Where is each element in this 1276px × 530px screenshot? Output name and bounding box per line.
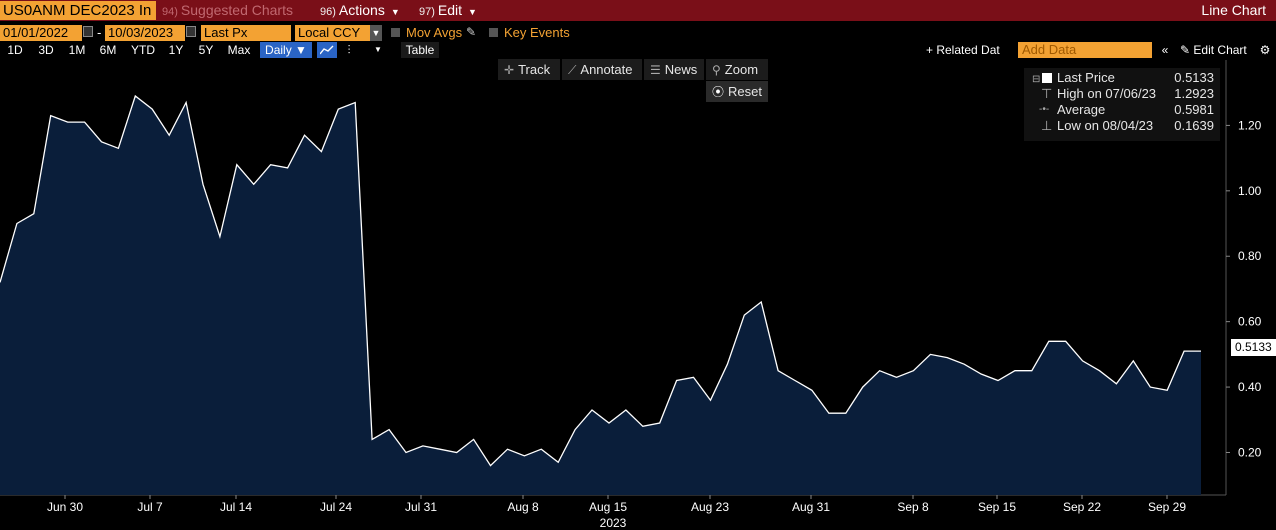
legend-last-price[interactable]: ⊟ Last Price 0.5133 (1024, 70, 1220, 86)
last-value-badge: 0.5133 (1231, 339, 1276, 356)
table-button[interactable]: Table (401, 42, 439, 58)
pencil-icon: ✎ (1180, 43, 1194, 57)
y-tick-label: 0.80 (1238, 249, 1262, 263)
range-max-button[interactable]: Max (227, 43, 251, 57)
ticker-field[interactable]: US0ANM DEC2023 In (0, 1, 156, 20)
edit-chart-button[interactable]: ✎ Edit Chart (1180, 43, 1247, 57)
range-1d-button[interactable]: 1D (7, 43, 23, 57)
x-tick-label: Aug 23 (691, 500, 729, 514)
range-6m-button[interactable]: 6M (99, 43, 117, 57)
related-data-button[interactable]: + Related Dat (926, 43, 1000, 57)
zoom-tool[interactable]: ⚲ Zoom (706, 59, 768, 80)
end-date-field[interactable]: 10/03/2023 (105, 25, 185, 41)
y-tick-label: 1.00 (1238, 184, 1262, 198)
x-tick-label: Sep 29 (1148, 500, 1186, 514)
actions-menu[interactable]: 96) Actions ▼ (320, 2, 400, 18)
price-line (0, 94, 1201, 467)
x-tick-label: Sep 8 (897, 500, 929, 514)
high-marker-icon: ⊤ (1041, 86, 1053, 101)
range-3d-button[interactable]: 3D (38, 43, 54, 57)
track-tool[interactable]: ✛ Track (498, 59, 560, 80)
top-bar (0, 0, 1276, 21)
dropdown-arrow-icon[interactable]: ▼ (370, 25, 382, 41)
range-5y-button[interactable]: 5Y (198, 43, 214, 57)
key-events-checkbox[interactable] (489, 28, 498, 37)
suggested-charts-menu[interactable]: 94) Suggested Charts (162, 2, 293, 18)
date-separator: - (97, 25, 102, 40)
news-icon: ☰ (650, 63, 661, 77)
x-tick-label: Sep 15 (978, 500, 1016, 514)
calendar-icon[interactable] (186, 26, 196, 37)
frequency-select[interactable]: Daily ▼ (260, 42, 312, 58)
bar-type-icon[interactable]: ⫶ (347, 43, 351, 57)
x-tick-label: Jul 14 (220, 500, 252, 514)
y-tick-label: 1.20 (1238, 118, 1262, 132)
series-swatch (1042, 73, 1052, 83)
annotate-tool[interactable]: ⟋ Annotate (562, 59, 642, 80)
x-tick-label: Aug 15 (589, 500, 627, 514)
calendar-icon[interactable] (83, 26, 93, 37)
price-area (0, 96, 1201, 495)
add-data-input[interactable]: Add Data (1018, 42, 1152, 58)
start-date-field[interactable]: 01/01/2022 (0, 25, 82, 41)
reset-button[interactable]: ⦿ Reset (706, 81, 768, 102)
range-1m-button[interactable]: 1M (68, 43, 86, 57)
x-tick-label: Jun 30 (47, 500, 83, 514)
range-ytd-button[interactable]: YTD (131, 43, 155, 57)
gear-icon[interactable]: ⚙ (1259, 43, 1271, 57)
x-tick-label: Jul 7 (137, 500, 163, 514)
legend-average: -•- Average 0.5981 (1039, 102, 1214, 117)
x-tick-label: Sep 22 (1063, 500, 1101, 514)
crosshair-icon: ✛ (504, 63, 515, 77)
y-tick-label: 0.20 (1238, 445, 1262, 459)
legend-panel: ⊟ Last Price 0.5133 ⊤ High on 07/06/23 1… (1024, 68, 1220, 141)
mov-avgs-label[interactable]: Mov Avgs (406, 25, 463, 40)
chevron-down-icon[interactable]: ▼ (374, 45, 382, 54)
annotate-icon: ⟋ (568, 63, 577, 77)
caret-down-icon: ▼ (390, 7, 400, 17)
y-tick-label: 0.40 (1238, 380, 1262, 394)
line-chart-icon[interactable] (317, 42, 337, 58)
legend-high: ⊤ High on 07/06/23 1.2923 (1041, 86, 1214, 101)
mov-avgs-checkbox[interactable] (391, 28, 400, 37)
x-tick-label: Aug 31 (792, 500, 830, 514)
currency-select[interactable]: Local CCY (295, 25, 370, 41)
chart-type-label: Line Chart (1201, 2, 1266, 18)
field-select[interactable]: Last Px (201, 25, 291, 41)
low-marker-icon: ⊥ (1041, 118, 1053, 133)
caret-down-icon: ▼ (468, 7, 477, 17)
collapse-icon[interactable]: ⊟ (1032, 74, 1041, 85)
average-marker-icon: -•- (1039, 104, 1050, 115)
x-tick-label: Jul 31 (405, 500, 437, 514)
x-tick-label: Aug 8 (507, 500, 539, 514)
key-events-label[interactable]: Key Events (504, 25, 570, 40)
news-tool[interactable]: ☰ News (644, 59, 704, 80)
y-tick-label: 0.60 (1238, 315, 1262, 329)
x-tick-label: Jul 24 (320, 500, 352, 514)
edit-menu[interactable]: 97) Edit ▼ (419, 2, 477, 18)
pencil-icon[interactable]: ✎ (466, 25, 477, 39)
reset-icon: ⦿ (712, 85, 725, 99)
range-1y-button[interactable]: 1Y (168, 43, 184, 57)
legend-low: ⊥ Low on 08/04/23 0.1639 (1041, 118, 1214, 133)
collapse-icon[interactable]: « (1161, 43, 1169, 57)
year-label: 2023 (600, 516, 627, 530)
search-icon: ⚲ (712, 63, 721, 77)
